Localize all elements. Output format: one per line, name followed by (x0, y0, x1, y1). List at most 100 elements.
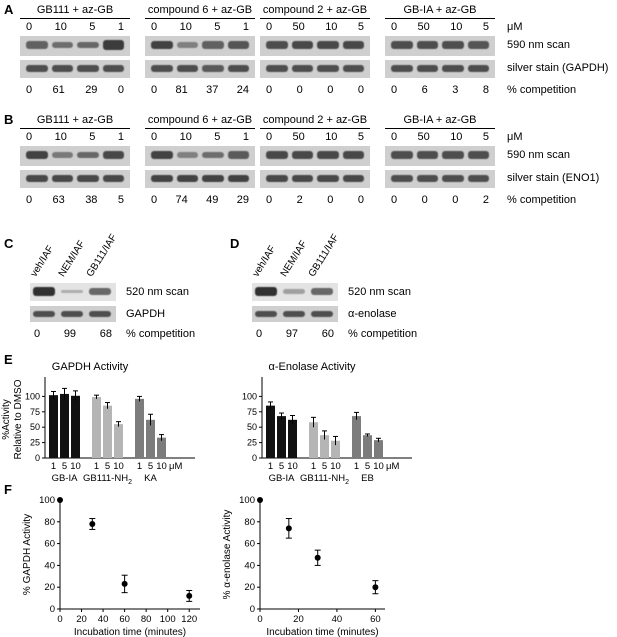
gel-band (317, 64, 339, 73)
gel-band (342, 150, 364, 160)
competition-value: 0 (117, 84, 124, 96)
gel-band (266, 150, 288, 160)
y-axis-label: % α-enolase Activity (222, 510, 233, 600)
concentration-row: 0 10 5 1 (151, 131, 249, 143)
concentration-label: 5 (214, 131, 221, 143)
data-point (257, 497, 263, 503)
y-tick-label: 20 (244, 582, 255, 593)
x-tick-label: 0 (257, 614, 262, 625)
x-tick-label: 10 (156, 461, 167, 472)
competition-value: 74 (175, 194, 188, 206)
data-point (121, 580, 128, 587)
gel-band (255, 310, 277, 318)
gel-band (391, 64, 413, 73)
gel-band (342, 174, 364, 183)
lane-label: NEM/IAF (56, 238, 88, 279)
x-tick-label: 10 (70, 461, 81, 472)
group-title: compound 6 + az-GB (147, 4, 253, 16)
competition-value: 0 (26, 194, 33, 206)
group-label: EB (361, 473, 374, 484)
y-tick-label: 50 (247, 422, 257, 432)
y-tick-label: 40 (44, 560, 55, 571)
competition-value: 99 (63, 328, 77, 340)
competition-label: % competition (348, 328, 418, 340)
concentration-label: 5 (214, 21, 221, 33)
competition-row: 0 0 0 2 (391, 194, 489, 206)
gel-band (291, 150, 313, 160)
loading-blot (260, 170, 370, 188)
bar (331, 440, 340, 458)
loading-blot (385, 60, 495, 78)
x-tick-label: 10 (287, 461, 298, 472)
loading-blot (260, 60, 370, 78)
concentration-label: 0 (151, 21, 158, 33)
group-label: GB-IA (269, 473, 296, 484)
competition-value: 29 (85, 84, 98, 96)
bar (363, 435, 372, 458)
bar (103, 405, 112, 458)
group-underline (385, 18, 495, 19)
gel-band (176, 152, 198, 158)
group-title: compound 2 + az-GB (262, 114, 368, 126)
y-tick-label: 25 (30, 438, 40, 448)
group-underline (20, 18, 130, 19)
x-tick-label: 5 (105, 461, 110, 472)
gel-band (151, 64, 173, 73)
x-tick-label: 80 (141, 614, 152, 625)
gel-band (467, 41, 489, 49)
gel-band (467, 174, 489, 183)
panel-d-label: D (230, 236, 240, 251)
competition-value: 0 (327, 84, 334, 96)
competition-value: 0 (357, 194, 364, 206)
gel-band (77, 64, 99, 73)
y-axis-label-group: % GAPDH Activity (22, 514, 33, 595)
competition-value: 97 (285, 328, 299, 340)
scan-blot (260, 146, 370, 166)
scan-blot (252, 283, 338, 301)
gel-band (266, 174, 288, 183)
gel-band (77, 174, 99, 183)
concentration-label: 0 (391, 131, 398, 143)
gel-band (77, 151, 99, 159)
competition-value: 5 (117, 194, 124, 206)
x-axis-label: Incubation time (minutes) (74, 627, 186, 637)
x-tick-label: 5 (365, 461, 370, 472)
x-tick-label: 5 (279, 461, 284, 472)
competition-value: 0 (327, 194, 334, 206)
data-point (314, 554, 321, 561)
panel-e-label: E (4, 352, 13, 367)
group-label: KA (144, 473, 157, 484)
data-point (57, 497, 63, 503)
group-title: GB111 + az-GB (36, 4, 114, 16)
data-point (285, 525, 292, 532)
concentration-label: 5 (357, 21, 364, 33)
x-tick-label: 5 (322, 461, 327, 472)
group-underline (260, 18, 370, 19)
competition-value: 61 (52, 84, 65, 96)
loading-blot (145, 170, 255, 188)
group-underline (260, 128, 370, 129)
concentration-label: 1 (117, 21, 124, 33)
competition-value: 49 (206, 194, 219, 206)
scan-label: 590 nm scan (507, 39, 570, 51)
gel-band (202, 174, 224, 183)
gel-band (391, 174, 413, 183)
x-tick-label: 40 (98, 614, 109, 625)
gel-band (442, 174, 464, 183)
concentration-row: 0 10 5 1 (151, 21, 249, 33)
bar (146, 419, 155, 458)
panel-b-label: B (4, 112, 14, 127)
gel-band (266, 40, 288, 50)
concentration-label: 1 (117, 131, 124, 143)
competition-row: 0 2 0 0 (266, 194, 364, 206)
gel-band (416, 150, 438, 160)
competition-value: 0 (26, 84, 33, 96)
unit-label: μM (386, 461, 399, 472)
x-tick-label: 40 (332, 614, 343, 625)
gel-band (26, 150, 48, 160)
concentration-label: 10 (450, 131, 463, 143)
concentration-row: 0 50 10 5 (391, 131, 489, 143)
loading-blot (20, 170, 130, 188)
competition-value: 0 (256, 328, 263, 340)
